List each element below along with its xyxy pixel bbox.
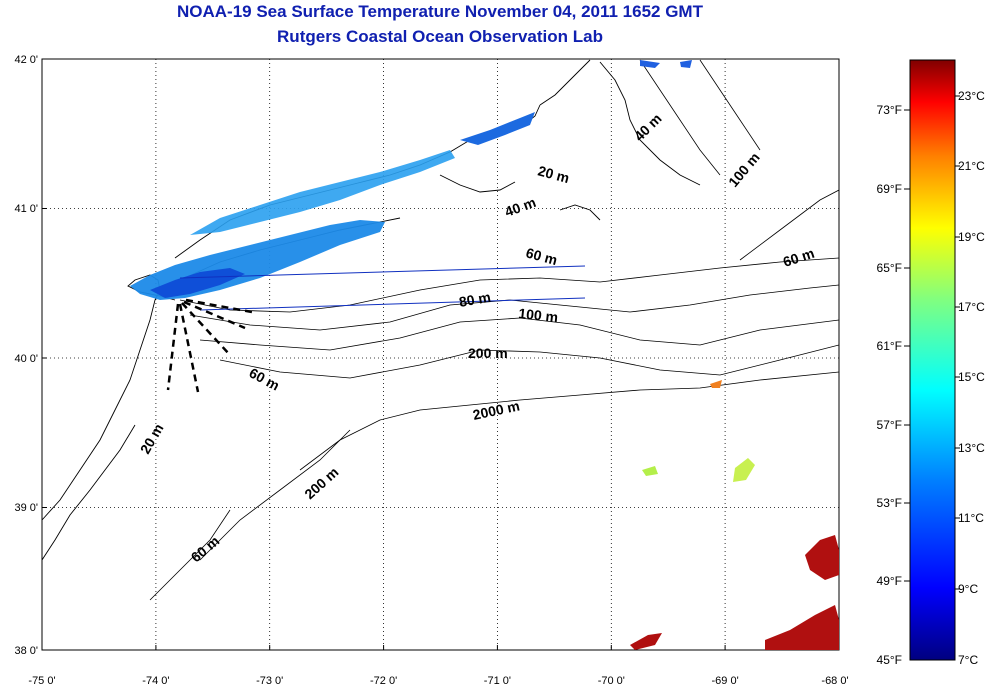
lat-tick-label: 39 0' <box>14 502 38 514</box>
contour-80m-line <box>189 284 839 331</box>
cb-label-c: 9°C <box>958 582 978 596</box>
cb-label-f: 53°F <box>877 496 902 510</box>
cb-label-f: 65°F <box>877 261 902 275</box>
sst-ma-bay-patch-2 <box>680 60 692 68</box>
cape-cod-line <box>599 61 701 186</box>
lon-tick-label: -68 0' <box>821 675 848 687</box>
lat-tick-label: 38 0' <box>14 645 38 657</box>
shipping-lanes <box>166 298 253 393</box>
contour-100m-ne-line <box>699 59 761 151</box>
sst-offshore-warm-patch <box>642 466 658 476</box>
contour-100m-line <box>199 317 839 351</box>
cb-label-c: 15°C <box>958 370 985 384</box>
cb-label-c: 19°C <box>958 230 985 244</box>
cb-label-c: 11°C <box>958 511 984 525</box>
transect-line-south <box>199 297 586 311</box>
sst-ri-patch <box>460 112 535 145</box>
sst-offshore-warm-patch-2 <box>733 458 755 482</box>
cb-label-f: 73°F <box>877 103 902 117</box>
shipping-lane <box>178 303 200 393</box>
contour-label: 20 m <box>536 162 571 186</box>
cb-label-c: 23°C <box>958 89 985 103</box>
lat-tick-label: 42 0' <box>14 54 38 66</box>
shipping-lane <box>166 303 180 391</box>
lon-tick-label: -73 0' <box>256 675 283 687</box>
colorbar <box>909 59 956 661</box>
marthas-vineyard-line <box>439 174 516 193</box>
contour-60m-line <box>179 257 839 313</box>
cb-label-f: 61°F <box>877 339 902 353</box>
cb-label-f: 49°F <box>877 574 902 588</box>
colorbar-f-labels: 73°F 69°F 65°F 61°F 57°F 53°F 49°F 45°F <box>877 103 902 667</box>
map-title: NOAA-19 Sea Surface Temperature November… <box>177 2 703 21</box>
delmarva-coast-line <box>42 424 136 561</box>
graticule-grid <box>42 59 839 650</box>
cb-label-f: 57°F <box>877 418 902 432</box>
map-subtitle: Rutgers Coastal Ocean Observation Lab <box>277 27 603 46</box>
contour-label: 100 m <box>518 305 559 325</box>
transect-lines <box>179 265 586 311</box>
map-frame <box>41 58 840 651</box>
lon-tick-label: -69 0' <box>712 675 739 687</box>
contour-60m-ne-line <box>739 189 839 261</box>
sst-ny-bight-patch <box>150 268 245 298</box>
sst-offshore-orange-patch <box>710 380 722 388</box>
lon-tick-label: -75 0' <box>28 675 55 687</box>
sst-gulf-stream-patch <box>805 535 839 580</box>
cb-label-f: 45°F <box>877 653 902 667</box>
colorbar-ticks <box>904 95 960 590</box>
lat-tick-label: 41 0' <box>14 203 38 215</box>
nantucket-line <box>559 204 601 221</box>
latitude-axis: 42 0' 41 0' 40 0' 39 0' 38 0' <box>14 54 38 657</box>
cb-label-c: 17°C <box>958 300 985 314</box>
cb-label-c: 13°C <box>958 441 985 455</box>
sst-patches <box>130 60 839 650</box>
cb-label-c: 7°C <box>958 653 978 667</box>
longitude-axis: -75 0' -74 0' -73 0' -72 0' -71 0' -70 0… <box>28 675 848 687</box>
nj-coast-line <box>42 274 176 521</box>
contour-200m-south-line <box>199 429 351 561</box>
lon-tick-label: -72 0' <box>370 675 397 687</box>
contour-200m-line <box>219 344 839 379</box>
sst-gulf-stream-patch-2 <box>765 605 839 650</box>
sst-gulf-stream-patch-3 <box>630 633 662 650</box>
sst-ma-bay-patch <box>640 60 660 68</box>
cb-label-c: 21°C <box>958 159 985 173</box>
sst-ct-shelf-patch <box>190 150 455 235</box>
lon-tick-label: -74 0' <box>142 675 169 687</box>
contour-label: 200 m <box>468 345 508 361</box>
lon-tick-label: -70 0' <box>598 675 625 687</box>
contour-label: 60 m <box>524 244 559 268</box>
colorbar-c-labels: 23°C 21°C 19°C 17°C 15°C 13°C 11°C 9°C 7… <box>958 89 985 667</box>
lon-tick-label: -71 0' <box>484 675 511 687</box>
contour-60m-south-line <box>149 509 231 601</box>
contour-label: 80 m <box>458 289 492 310</box>
ma-coast-line <box>539 59 591 106</box>
contour-40m-ne-line <box>639 59 721 176</box>
lat-tick-label: 40 0' <box>14 353 38 365</box>
transect-line-north <box>179 265 586 279</box>
cb-label-f: 69°F <box>877 182 902 196</box>
axis-ticks <box>42 208 726 650</box>
